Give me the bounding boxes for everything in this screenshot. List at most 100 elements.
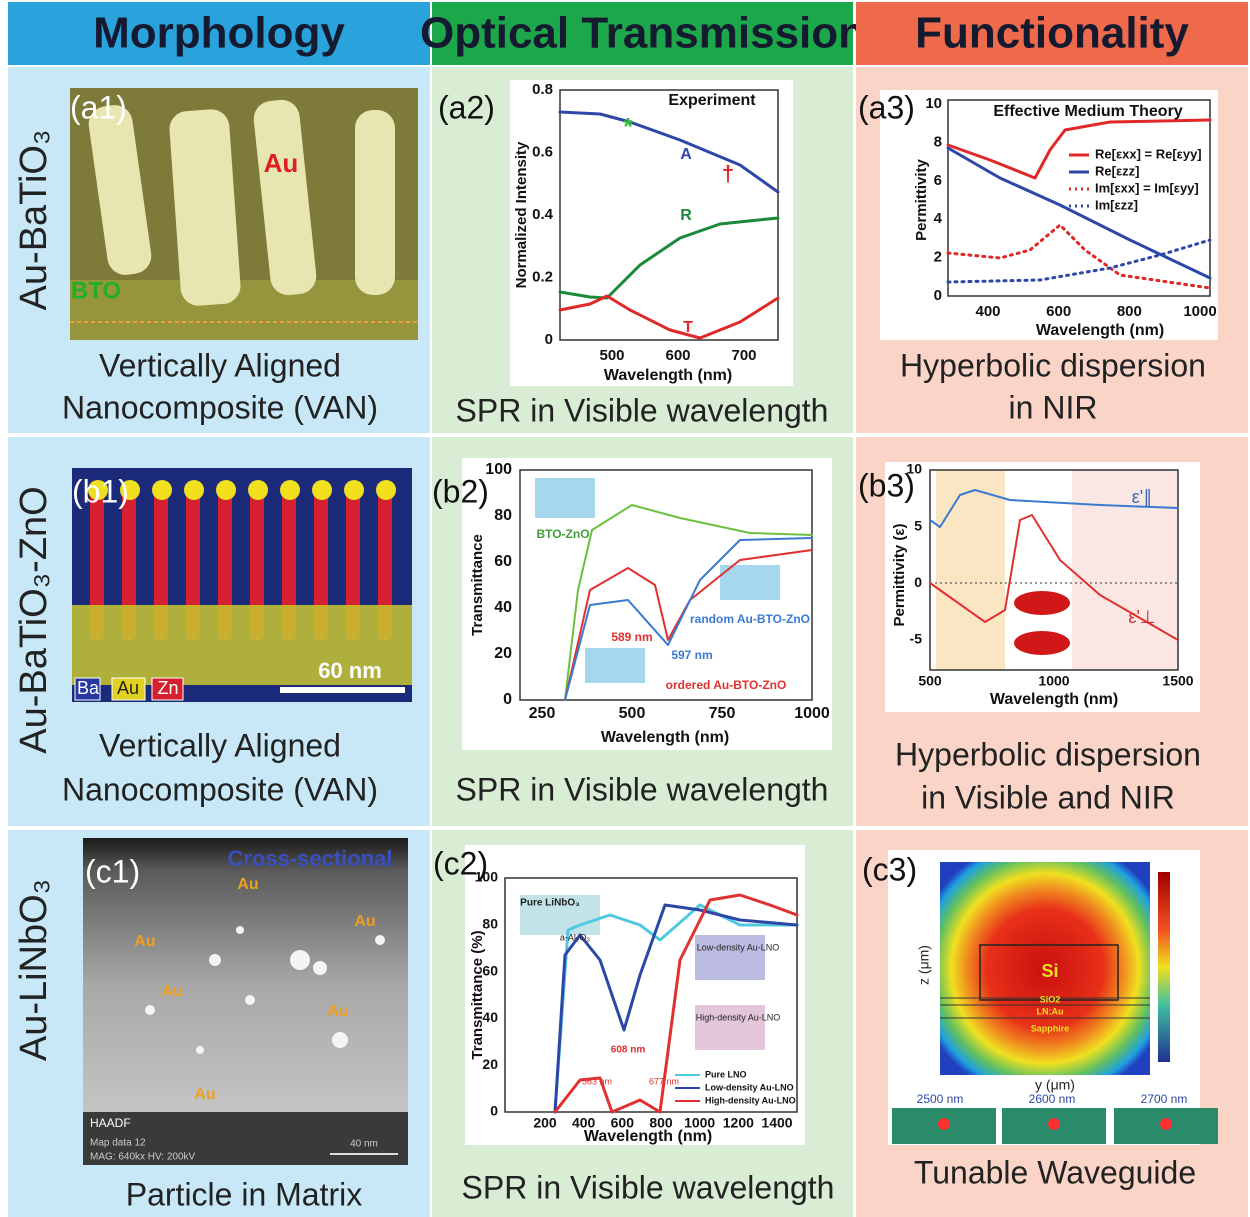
nanoparticle [145, 1005, 155, 1015]
y-tick-label: 40 [494, 599, 512, 616]
y-axis-label: Transmittance (%) [469, 930, 486, 1059]
annotation: R [680, 207, 692, 224]
annotation: ε'⊥ [1128, 607, 1155, 627]
nanoparticle [376, 480, 396, 500]
annotation: Au [134, 933, 155, 950]
x-tick-label: 200 [533, 1115, 557, 1131]
header-title: Morphology [93, 9, 345, 58]
nanoparticle [375, 935, 385, 945]
y-axis-label: Permittivity (ε) [891, 524, 908, 627]
y-tick-label: 2 [934, 249, 942, 266]
y-tick-label: 80 [494, 507, 512, 524]
caption: Vertically Aligned [99, 727, 341, 763]
shade [936, 470, 1005, 670]
y-tick-label: 0.8 [532, 81, 553, 98]
y-tick-label: 100 [485, 461, 512, 478]
annotation: random Au-BTO-ZnO [690, 612, 810, 626]
annotation: A [680, 146, 692, 163]
annotation: T [683, 319, 693, 336]
annotation: y (μm) [1035, 1077, 1075, 1093]
mode-spot [1160, 1118, 1172, 1130]
annotation: 60 nm [318, 658, 382, 683]
y-tick-label: 5 [914, 517, 922, 533]
panel-label: (c3) [862, 851, 917, 887]
x-tick-label: 400 [975, 303, 1000, 320]
annotation: Low-density Au-LNO [697, 942, 780, 952]
annotation: z (μm) [916, 945, 932, 985]
y-tick-label: 0 [545, 331, 553, 348]
y-tick-label: 0 [914, 574, 922, 590]
annotation: BTO-ZnO [536, 527, 589, 541]
hyperboloid [1014, 591, 1070, 615]
x-tick-label: 1500 [1162, 673, 1193, 689]
y-tick-label: 0.4 [532, 206, 554, 223]
x-tick-label: 250 [529, 705, 556, 722]
legend-label: Low-density Au-LNO [705, 1082, 794, 1092]
row-label: Au-BaTiO₃ [13, 130, 55, 311]
caption: SPR in Visible wavelength [456, 392, 829, 428]
y-tick-label: 100 [475, 869, 499, 885]
nanoparticle [290, 950, 310, 970]
nanoparticle [344, 480, 364, 500]
annotation: a-Al₂O₃ [560, 932, 590, 942]
shade [1072, 470, 1178, 670]
row-label: Au-BaTiO₃-ZnO [13, 486, 55, 753]
panel-label: (b2) [432, 473, 489, 509]
caption: in NIR [1009, 389, 1098, 425]
x-tick-label: 800 [1117, 303, 1142, 320]
nanoparticle [236, 926, 244, 934]
annotation: SiO2 [1040, 994, 1061, 1004]
annotation: Zn [157, 678, 178, 698]
panel-label: (a2) [438, 89, 495, 125]
legend-label: Im[εzz] [1095, 197, 1138, 212]
panel-label: (c1) [85, 853, 140, 889]
x-tick-label: 600 [1046, 303, 1071, 320]
annotation: Pure LiNbO₃ [520, 898, 580, 909]
x-tick-label: 1200 [723, 1115, 754, 1131]
y-tick-label: -5 [910, 631, 923, 647]
x-axis-label: Wavelength (nm) [990, 691, 1118, 708]
header-title: Optical Transmission [420, 9, 865, 58]
annotation: ε'∥ [1132, 487, 1152, 507]
annotation: Au [237, 876, 258, 893]
plot-title: Effective Medium Theory [993, 103, 1182, 120]
annotation: 40 nm [350, 1139, 378, 1150]
nanoparticle [196, 1046, 204, 1054]
annotation: 2600 nm [1029, 1092, 1076, 1106]
header-title: Functionality [915, 9, 1189, 58]
legend-label: High-density Au-LNO [705, 1095, 796, 1105]
annotation: BTO [71, 277, 121, 304]
annotation: † [722, 161, 734, 186]
nanoparticle [312, 480, 332, 500]
nanoparticle [313, 961, 327, 975]
nanoparticle [248, 480, 268, 500]
annotation: ordered Au-BTO-ZnO [666, 678, 787, 692]
inset [535, 478, 595, 518]
y-tick-label: 0.6 [532, 143, 553, 160]
annotation: 589 nm [611, 630, 652, 644]
x-axis-label: Wavelength (nm) [1036, 322, 1164, 339]
annotation: HAADF [90, 1116, 131, 1130]
x-tick-label: 750 [709, 705, 736, 722]
y-tick-label: 8 [934, 133, 942, 150]
x-tick-label: 500 [918, 673, 942, 689]
legend-label: Im[εxx] = Im[εyy] [1095, 180, 1199, 195]
x-tick-label: 1400 [761, 1115, 792, 1131]
hyperboloid [1014, 631, 1070, 655]
legend-label: Re[εzz] [1095, 163, 1139, 178]
nanoparticle [216, 480, 236, 500]
panel-label: (a1) [70, 89, 127, 125]
x-tick-label: 1000 [1183, 303, 1216, 320]
annotation: MAG: 640kx HV: 200kV [90, 1152, 196, 1163]
y-tick-label: 0 [490, 1103, 498, 1119]
y-tick-label: 4 [934, 210, 943, 227]
annotation: 2700 nm [1141, 1092, 1188, 1106]
nanoparticle [280, 480, 300, 500]
annotation: Si [1041, 961, 1058, 981]
annotation: Au [194, 1086, 215, 1103]
y-tick-label: 0 [503, 691, 512, 708]
x-tick-label: 1000 [794, 705, 830, 722]
figure: Morphology Optical Transmission Functional… [0, 0, 1250, 1217]
y-tick-label: 10 [906, 461, 922, 477]
caption: Particle in Matrix [126, 1176, 363, 1212]
